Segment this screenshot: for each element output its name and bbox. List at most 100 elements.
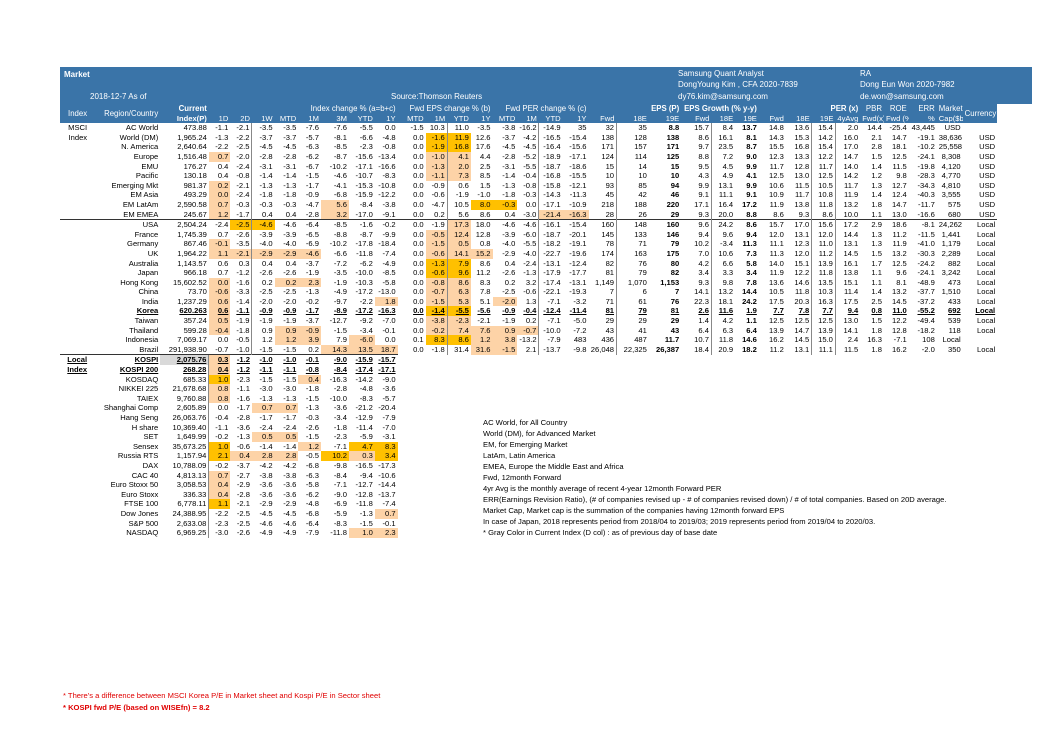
- header-period: 1Y: [470, 113, 493, 124]
- region-name: S&P 500: [128, 518, 159, 528]
- data-cell: -3.1: [283, 161, 297, 171]
- group-spacer: [60, 471, 89, 481]
- data-cell: 13.9: [811, 325, 836, 336]
- data-cell: -4.0: [523, 248, 537, 258]
- data-cell: -0.1: [382, 325, 396, 335]
- data-cell: -1.5: [283, 374, 297, 384]
- data-cell: -3.6: [333, 403, 347, 413]
- data-cell: -1.5: [305, 171, 319, 181]
- data-cell: -19.8: [917, 161, 935, 171]
- data-cell: -2.4: [236, 161, 250, 171]
- msci-index-row: Hong Kong 15,602.52 0.0 -1.6 0.2 0.2 2.3 -1.9 -1…: [60, 277, 1032, 288]
- data-cell: 81: [670, 306, 680, 316]
- data-cell: -19.1: [917, 132, 935, 142]
- region-name: KOSPI 200: [119, 365, 159, 375]
- group-label: Index: [67, 365, 88, 375]
- data-cell: -1.8: [251, 190, 275, 200]
- header-period: 3M: [320, 113, 349, 124]
- data-cell: 1.1: [871, 277, 882, 287]
- group-spacer: [60, 528, 89, 538]
- analyst1-email: dy76.kim@samsung.com: [678, 92, 768, 101]
- data-cell: -4.5: [259, 508, 273, 518]
- data-cell: -1.7: [305, 306, 319, 316]
- note-line: LatAm, Latin America: [483, 451, 556, 460]
- data-cell: 3.8: [492, 335, 518, 345]
- data-cell: 15.1: [794, 258, 810, 268]
- data-cell: 0.0: [413, 142, 424, 152]
- data-cell: 3.4: [746, 268, 757, 278]
- data-cell: 11.0: [811, 239, 836, 249]
- data-cell: 13.0: [891, 209, 907, 219]
- data-cell: -1.1: [208, 422, 231, 433]
- data-cell: 24,388.95: [172, 508, 207, 518]
- data-cell: -14.9: [538, 123, 563, 133]
- data-cell: 20.0: [710, 209, 736, 220]
- data-cell: 268.28: [183, 365, 207, 375]
- data-cell: -3.7: [236, 460, 250, 470]
- data-cell: -41.0: [917, 239, 935, 249]
- data-cell: USD: [979, 151, 996, 161]
- data-cell: 11.9: [834, 190, 861, 200]
- data-cell: 1,179: [941, 239, 961, 249]
- data-cell: -10.2: [329, 239, 347, 249]
- data-cell: -1.4: [259, 441, 273, 451]
- data-cell: -10.3: [355, 277, 373, 287]
- data-cell: -2.7: [236, 470, 250, 480]
- data-cell: -2.3: [446, 316, 471, 326]
- data-cell: 138: [601, 132, 615, 142]
- data-cell: -0.7: [215, 344, 229, 354]
- note-line: World (DM), for Advanced Market: [483, 429, 596, 438]
- data-cell: 12.8: [891, 325, 907, 335]
- data-cell: -13.7: [378, 489, 396, 499]
- data-cell: 4,810: [941, 180, 961, 190]
- data-cell: -6.2: [359, 258, 373, 268]
- data-cell: -12.9: [355, 413, 373, 422]
- data-cell: 0.0: [208, 403, 231, 413]
- msci-index-row: N. America 2,640.64 -2.2 -2.5 -4.5 -4.5 -6.3 -8…: [60, 142, 1032, 152]
- data-cell: USD: [979, 190, 996, 200]
- data-cell: -0.3: [305, 413, 319, 422]
- data-cell: 11.1: [811, 344, 836, 355]
- data-cell: 0.6: [208, 306, 231, 317]
- data-cell: 12.7: [891, 180, 907, 190]
- data-cell: 79: [616, 268, 649, 278]
- data-cell: 493.29: [183, 190, 207, 200]
- data-cell: 10.5: [446, 199, 471, 210]
- data-cell: 0.0: [208, 277, 231, 288]
- data-cell: 1.8: [871, 199, 882, 209]
- data-cell: -1.1: [236, 306, 250, 316]
- data-cell: 9.1: [746, 190, 757, 200]
- data-cell: 0.2: [504, 277, 516, 287]
- data-cell: -8.5: [320, 219, 349, 230]
- data-cell: -8.4: [359, 199, 373, 209]
- data-cell: 42: [616, 190, 649, 200]
- data-cell: -2.2: [215, 142, 229, 152]
- data-cell: 29: [616, 316, 649, 326]
- data-cell: 9.6: [446, 268, 471, 278]
- data-cell: 12.5: [769, 316, 784, 326]
- data-cell: 8.0: [470, 199, 493, 210]
- data-cell: 16.8: [446, 142, 471, 152]
- data-cell: 12.5: [891, 258, 907, 268]
- data-cell: 79: [670, 239, 680, 249]
- data-cell: -12.8: [355, 489, 373, 499]
- data-cell: USD: [979, 132, 996, 142]
- data-cell: -24.1: [917, 151, 935, 161]
- data-cell: -1.4: [283, 171, 297, 181]
- data-cell: 13.2: [710, 287, 736, 297]
- data-cell: 0.0: [413, 239, 424, 249]
- data-cell: 31.6: [470, 344, 493, 355]
- data-cell: 82: [670, 268, 680, 278]
- data-cell: -0.6: [425, 248, 448, 259]
- data-cell: -2.9: [274, 248, 299, 259]
- local-index-row: Local KOSPI 2,075.76 0.3 -1.2 -1.0 -1.0 -0.1 -9.…: [60, 354, 1032, 366]
- data-cell: -1.5: [410, 123, 424, 133]
- region-name: Europe: [133, 151, 159, 161]
- data-cell: -16.5: [355, 460, 373, 470]
- data-cell: 8.6: [735, 219, 759, 230]
- data-cell: -0.7: [517, 325, 539, 336]
- data-cell: -1.4: [502, 171, 516, 181]
- data-cell: -3.8: [259, 470, 273, 480]
- data-cell: -5.8: [305, 480, 319, 490]
- region-name: EM LatAm: [122, 199, 159, 209]
